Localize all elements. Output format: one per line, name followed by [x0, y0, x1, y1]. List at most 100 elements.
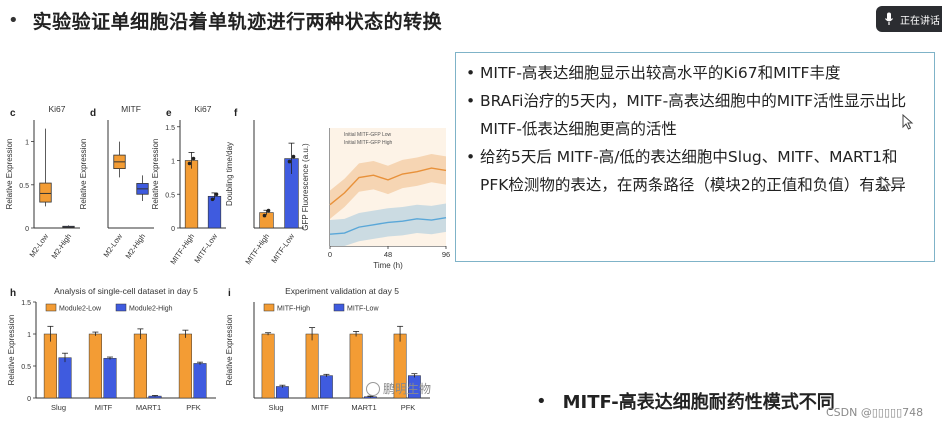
data-point — [214, 192, 219, 197]
y-tick-label: 1 — [171, 159, 175, 166]
x-tick-label: M2-Low — [101, 232, 124, 259]
legend-label: MITF-Low — [347, 306, 379, 313]
x-axis-label: Time (h) — [373, 261, 403, 270]
y-tick-label: 0 — [27, 396, 31, 403]
bar — [133, 333, 147, 399]
data-point — [262, 213, 267, 218]
bar — [349, 333, 363, 399]
x-tick-label: MITF — [311, 403, 329, 412]
panel-title: Analysis of single-cell dataset in day 5 — [54, 286, 198, 296]
y-tick-label: 1.5 — [165, 125, 175, 132]
panel-letter: f — [234, 108, 238, 119]
speaking-label: 正在讲话 — [900, 15, 940, 27]
panel-letter: i — [228, 288, 231, 299]
bottom-bullet: • — [536, 390, 547, 412]
x-tick-label: 0 — [328, 250, 332, 259]
bar — [178, 333, 192, 399]
title-bullet: • — [8, 9, 19, 31]
slide-title-row: • 实验验证单细胞沿着单轨迹进行两种状态的转换 — [8, 4, 442, 36]
bottom-point: • MITF-高表达细胞耐药性模式不同 — [536, 388, 835, 414]
data-point — [266, 208, 271, 213]
panel-letter: h — [10, 288, 16, 299]
panel-title: Ki67 — [48, 104, 65, 114]
cursor-icon — [880, 176, 892, 192]
csdn-watermark: CSDN @▯▯▯▯▯748 — [826, 406, 924, 419]
x-tick-label: Slug — [268, 403, 283, 412]
speaking-button[interactable]: 正在讲话 — [876, 6, 942, 32]
legend-swatch — [333, 303, 345, 312]
x-tick-label: MITF-High — [243, 232, 271, 266]
watermark-text: 鹏明生物 — [383, 382, 432, 396]
y-axis-label: Relative Expression — [151, 139, 160, 210]
bullet-item: BRAFi治疗的5天内，MITF-高表达细胞中的MITF活性显示出比MITF-低… — [466, 87, 924, 143]
y-tick-label: 0 — [25, 226, 29, 233]
x-tick-label: MART1 — [136, 403, 161, 412]
x-tick-label: PFK — [401, 403, 416, 412]
data-point — [291, 154, 296, 159]
series-band — [330, 203, 446, 246]
y-axis-label: Doubling time/day — [225, 142, 234, 206]
x-tick-label: Slug — [51, 403, 66, 412]
data-point — [187, 161, 192, 166]
panel-letter: d — [90, 108, 96, 119]
panel-title: Experiment validation at day 5 — [285, 286, 399, 296]
x-tick-label: M2-High — [50, 232, 74, 260]
bullet-item: 给药5天后 MITF-高/低的表达细胞中Slug、MITF、MART1和PFK检… — [466, 143, 924, 199]
x-tick-label: MITF-Low — [269, 232, 296, 265]
y-axis-label: GFP Fluorescence (a.u.) — [301, 143, 310, 231]
data-point — [210, 197, 215, 202]
legend-label: Module2-High — [129, 306, 173, 313]
panel-title: MITF — [121, 104, 141, 114]
legend-swatch — [45, 303, 57, 312]
y-tick-label: 0 — [171, 226, 175, 233]
y-tick-label: 0.5 — [165, 192, 175, 199]
bar — [193, 363, 207, 399]
legend-label: Initial MITF-GFP Low — [344, 132, 392, 138]
watermark: 鹏明生物 — [366, 380, 431, 397]
series-band — [330, 153, 446, 219]
slide-title: 实验验证单细胞沿着单轨迹进行两种状态的转换 — [32, 10, 443, 33]
bar — [305, 333, 319, 399]
legend-label: Initial MITF-GFP High — [344, 140, 392, 146]
legend-label: MITF-High — [277, 306, 310, 313]
bar — [43, 333, 57, 399]
x-tick-label: 96 — [442, 250, 450, 259]
bar — [261, 333, 275, 399]
x-tick-label: PFK — [186, 403, 201, 412]
bar — [275, 386, 289, 399]
data-point — [287, 159, 292, 164]
x-tick-label: MITF — [95, 403, 113, 412]
y-tick-label: 1 — [25, 140, 29, 147]
x-tick-label: 48 — [384, 250, 392, 259]
y-axis-label: Relative Expression — [5, 139, 14, 210]
watermark-logo-icon — [366, 381, 380, 396]
bottom-point-text: MITF-高表达细胞耐药性模式不同 — [562, 392, 835, 413]
bar — [184, 160, 199, 229]
microphone-icon — [885, 12, 893, 25]
series-line — [329, 216, 447, 235]
y-tick-label: 0.5 — [21, 364, 31, 371]
bullet-list: MITF-高表达细胞显示出较高水平的Ki67和MITF丰度 BRAFi治疗的5天… — [456, 53, 934, 199]
x-tick-label: MITF-Low — [192, 232, 219, 265]
bar — [207, 195, 222, 229]
y-axis-label: Relative Expression — [225, 315, 234, 386]
y-axis-label: Relative Expression — [79, 139, 88, 210]
bullet-text-box: MITF-高表达细胞显示出较高水平的Ki67和MITF丰度 BRAFi治疗的5天… — [455, 52, 935, 262]
y-tick-label: 1 — [27, 332, 31, 339]
bar — [88, 333, 102, 399]
series-line — [329, 167, 447, 206]
bar — [103, 358, 117, 399]
legend-swatch — [115, 303, 127, 312]
y-tick-label: 1.5 — [21, 300, 31, 307]
cursor-icon — [902, 114, 914, 130]
panel-letter: c — [10, 108, 16, 119]
bullet-item: MITF-高表达细胞显示出较高水平的Ki67和MITF丰度 — [466, 59, 924, 87]
bar — [319, 375, 333, 399]
y-axis-label: Relative Expression — [7, 315, 16, 386]
panel-letter: e — [166, 108, 172, 119]
box-body — [39, 182, 52, 203]
x-tick-label: M2-High — [124, 232, 148, 260]
x-tick-label: MITF-High — [168, 232, 196, 266]
legend-swatch — [263, 303, 275, 312]
